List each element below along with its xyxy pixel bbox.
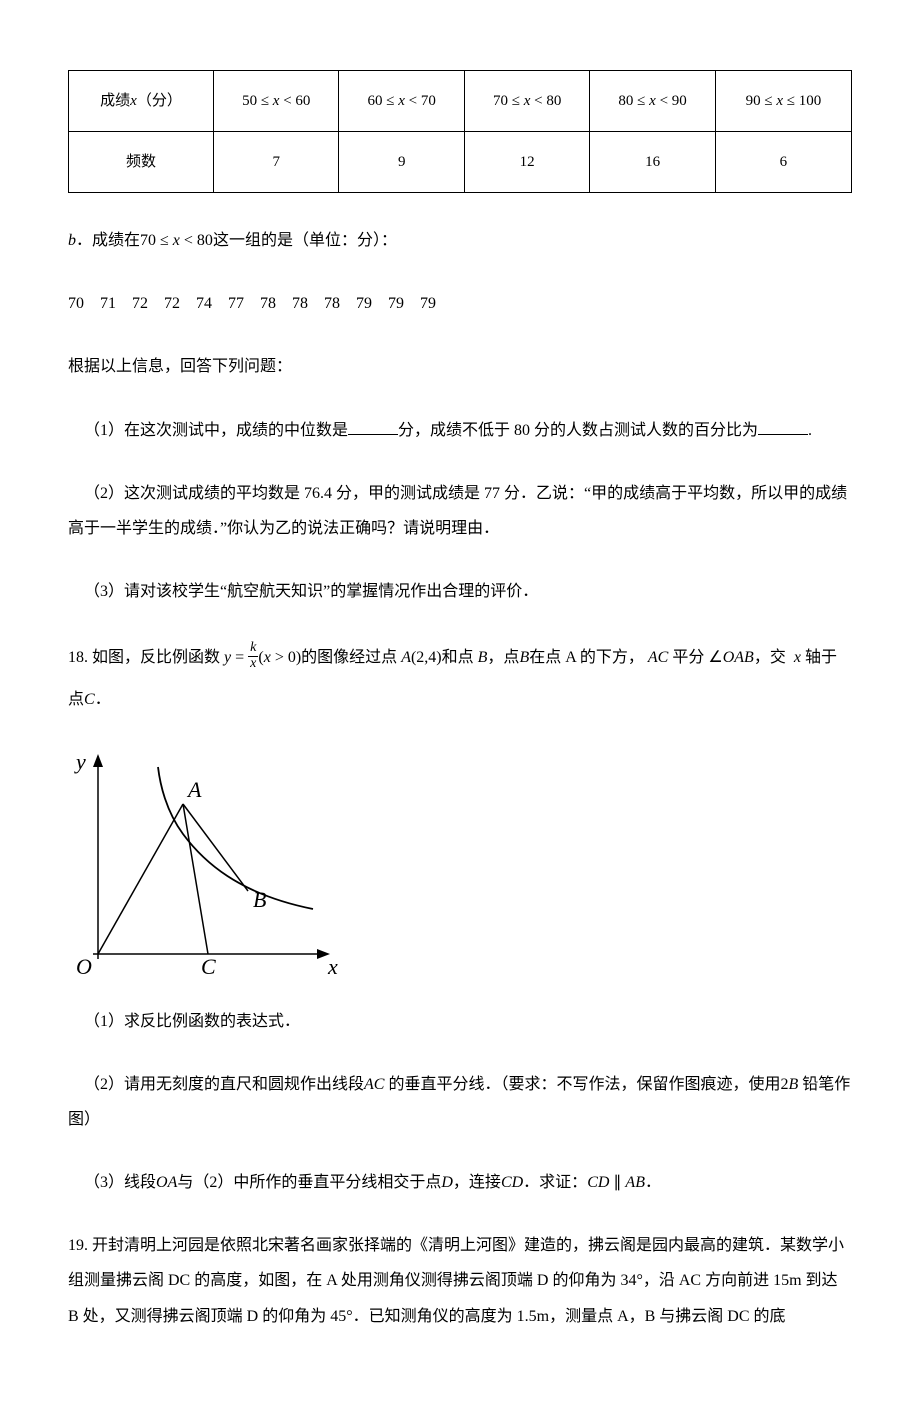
- table-val-4: 6: [715, 132, 851, 193]
- section-b-intro: b．成绩在70 ≤ x < 80这一组的是（单位：分）：: [68, 223, 852, 258]
- table-header-label: 成绩x（分）: [69, 71, 214, 132]
- table-val-2: 12: [464, 132, 589, 193]
- blank-percent: [758, 419, 808, 435]
- question-2: （2）这次测试成绩的平均数是 76.4 分，甲的测试成绩是 77 分．乙说：“甲…: [68, 476, 852, 546]
- blank-median: [348, 419, 398, 435]
- table-col-3: 80 ≤ x < 90: [590, 71, 715, 132]
- axis-label-x: x: [327, 954, 338, 979]
- q18-part-1: （1）求反比例函数的表达式．: [68, 1004, 852, 1039]
- coordinate-graph-svg: y x O A B C: [68, 749, 348, 979]
- q18-part-3: （3）线段OA与（2）中所作的垂直平分线相交于点D，连接CD．求证：CD ∥ A…: [68, 1165, 852, 1200]
- table-row-label: 频数: [69, 132, 214, 193]
- table-val-3: 16: [590, 132, 715, 193]
- point-b-label: B: [253, 887, 266, 912]
- point-a-label: A: [186, 777, 202, 802]
- section-b-data: 70 71 72 72 74 77 78 78 78 79 79 79: [68, 286, 852, 321]
- question-1: （1）在这次测试中，成绩的中位数是分，成绩不低于 80 分的人数占测试人数的百分…: [68, 413, 852, 448]
- prompt-text: 根据以上信息，回答下列问题：: [68, 349, 852, 384]
- question-18: 18. 如图，反比例函数 y = kx(x > 0)的图像经过点 A(2,4)和…: [68, 637, 852, 720]
- origin-label: O: [76, 954, 92, 979]
- q18-graph: y x O A B C: [68, 749, 852, 979]
- table-val-0: 7: [214, 132, 339, 193]
- table-col-1: 60 ≤ x < 70: [339, 71, 464, 132]
- point-c-label: C: [201, 954, 216, 979]
- frequency-table: 成绩x（分） 50 ≤ x < 60 60 ≤ x < 70 70 ≤ x < …: [68, 70, 852, 193]
- table-col-0: 50 ≤ x < 60: [214, 71, 339, 132]
- question-19: 19. 开封清明上河园是依照北宋著名画家张择端的《清明上河图》建造的，拂云阁是园…: [68, 1228, 852, 1334]
- q18-part-2: （2）请用无刻度的直尺和圆规作出线段AC 的垂直平分线．（要求：不写作法，保留作…: [68, 1067, 852, 1137]
- question-3: （3）请对该校学生“航空航天知识”的掌握情况作出合理的评价．: [68, 574, 852, 609]
- table-col-2: 70 ≤ x < 80: [464, 71, 589, 132]
- table-col-4: 90 ≤ x ≤ 100: [715, 71, 851, 132]
- table-val-1: 9: [339, 132, 464, 193]
- axis-label-y: y: [74, 749, 86, 774]
